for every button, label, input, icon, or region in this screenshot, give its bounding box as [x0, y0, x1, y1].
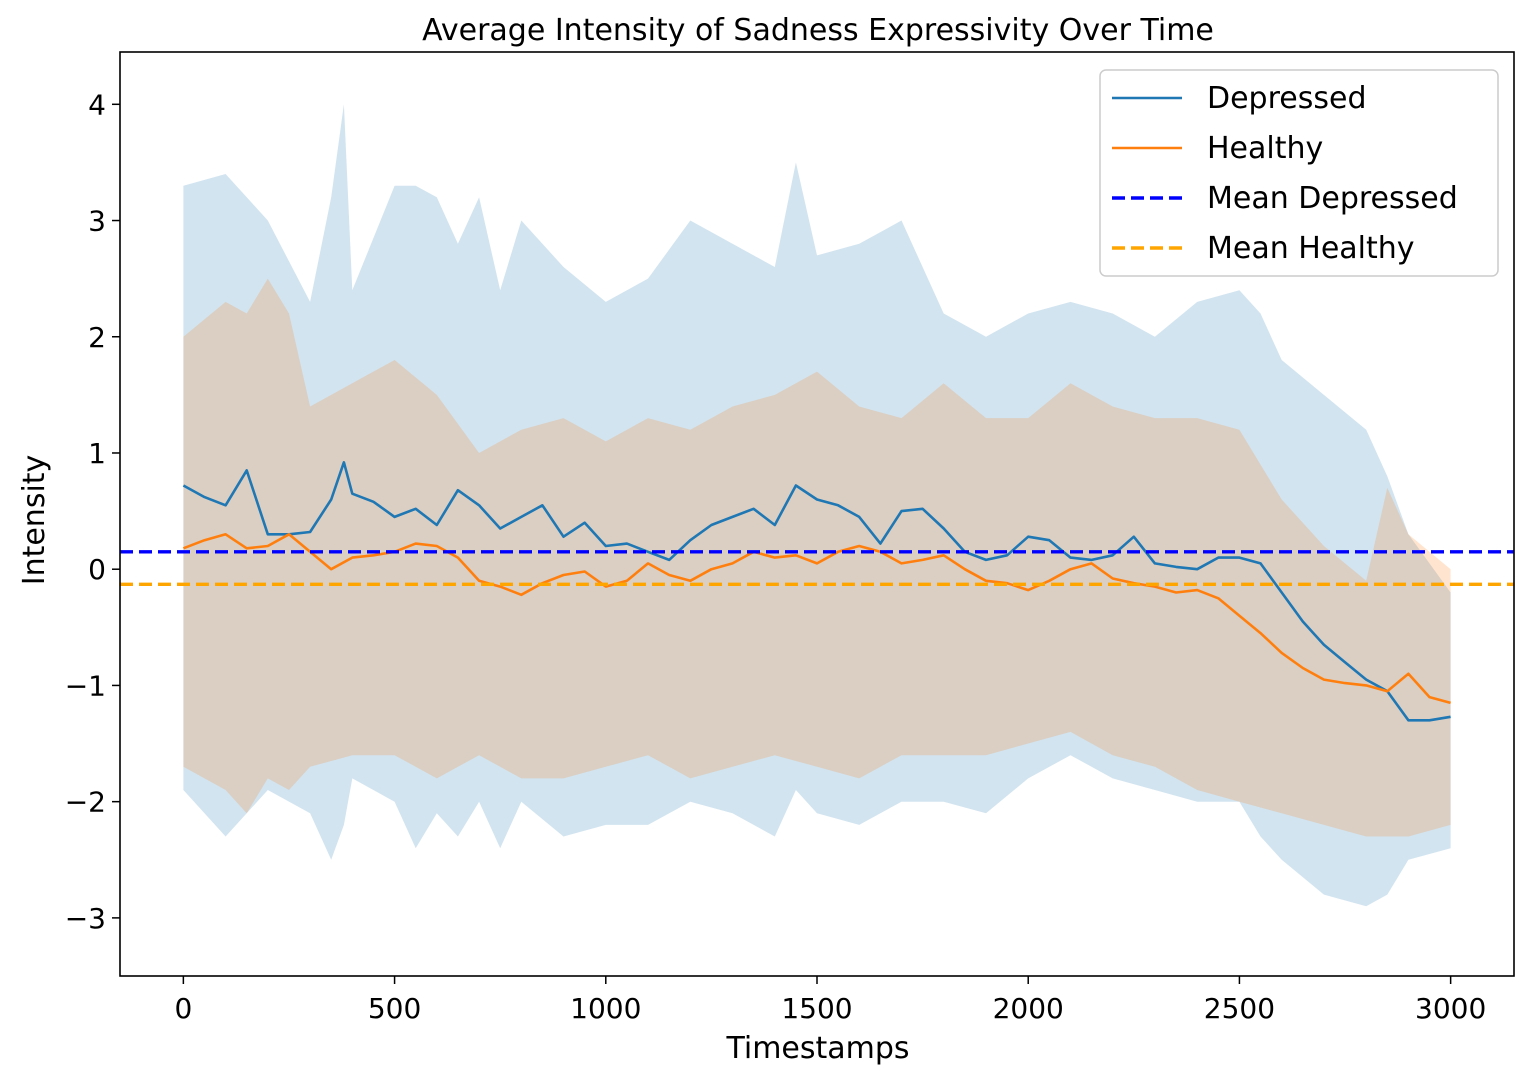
x-tick-label: 2500: [1204, 992, 1275, 1025]
x-tick-label: 1500: [781, 992, 852, 1025]
y-tick-label: 2: [88, 321, 106, 354]
y-tick-label: 0: [88, 553, 106, 586]
x-tick-label: 0: [174, 992, 192, 1025]
legend-label: Healthy: [1207, 131, 1323, 166]
series-line-depressed: [182, 460, 1451, 722]
legend: Depressed Healthy Mean Depressed Mean Healt…: [1099, 69, 1499, 277]
y-tick-label: 4: [88, 88, 106, 121]
y-tick-label: 3: [88, 205, 106, 238]
x-axis-ticks: 0 500 1000 1500 2000 2500 3000: [174, 976, 1486, 1025]
y-tick-label: 1: [88, 437, 106, 470]
legend-label: Mean Healthy: [1207, 231, 1415, 266]
x-axis-label: Timestamps: [725, 1031, 909, 1066]
y-tick-label: −2: [65, 786, 106, 819]
y-tick-label: −3: [65, 902, 106, 935]
reference-lines-layer: [120, 550, 1514, 587]
legend-label: Mean Depressed: [1207, 181, 1458, 216]
y-axis-label: Intensity: [17, 455, 52, 586]
legend-label: Depressed: [1207, 81, 1367, 116]
y-axis-ticks: −3 −2 −1 0 1 2 3 4: [65, 88, 120, 935]
x-tick-label: 500: [368, 992, 421, 1025]
bands-layer: [183, 104, 1451, 907]
y-tick-label: −1: [65, 669, 106, 702]
x-tick-label: 3000: [1415, 992, 1486, 1025]
x-tick-label: 2000: [993, 992, 1064, 1025]
legend-frame: [1099, 69, 1499, 277]
x-tick-label: 1000: [570, 992, 641, 1025]
band-depressed: [183, 104, 1451, 907]
band-healthy: [183, 278, 1451, 837]
legend-items: Depressed Healthy Mean Depressed Mean Healt…: [1112, 81, 1458, 266]
chart-title: Average Intensity of Sadness Expressivit…: [422, 13, 1214, 48]
